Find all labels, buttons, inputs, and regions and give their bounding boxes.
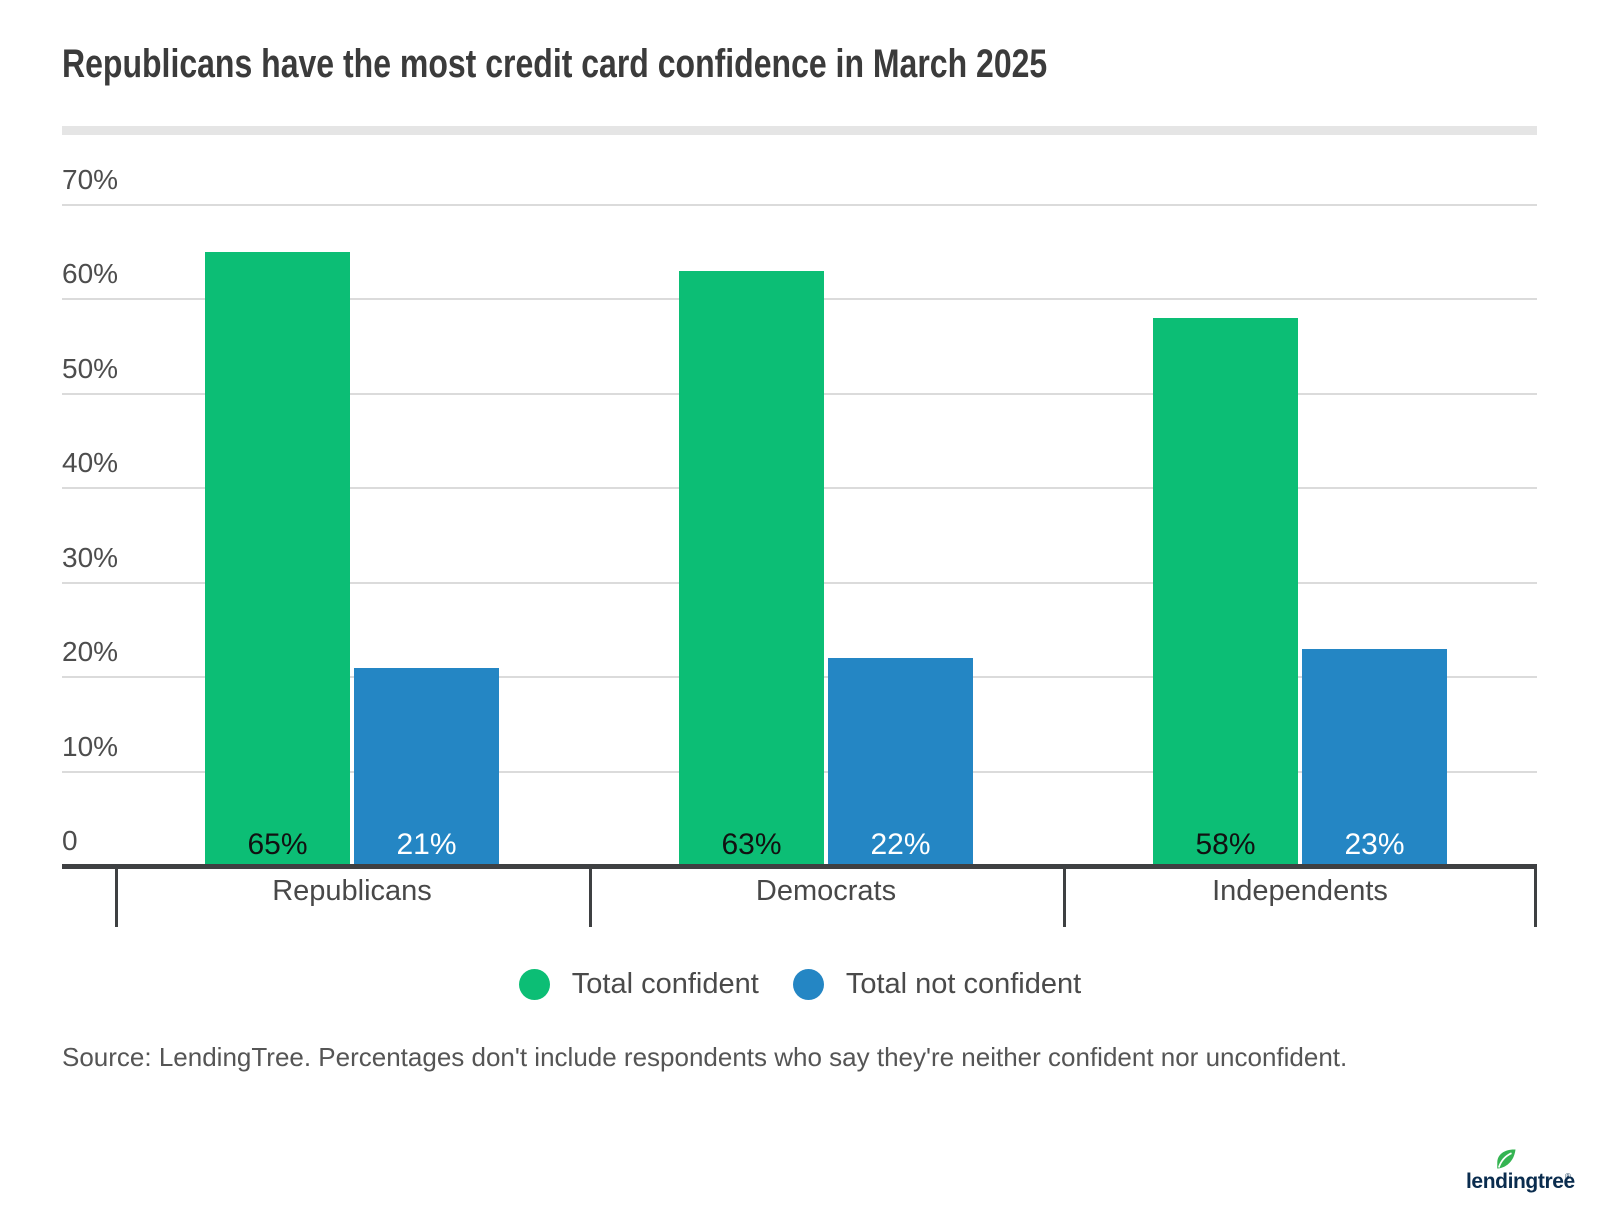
chart-legend: Total confident Total not confident <box>0 968 1600 1001</box>
axis-tick-3 <box>1534 864 1537 927</box>
y-axis-label-40: 40% <box>62 447 119 478</box>
value-label-republicans-total-confident: 65% <box>247 828 308 861</box>
y-axis-label-70: 70% <box>62 164 119 195</box>
legend-label-total-confident: Total confident <box>571 968 759 1000</box>
legend-label-total-not-confident: Total not confident <box>845 968 1082 1000</box>
legend-item-total-not-confident: Total not confident <box>792 968 1082 1001</box>
legend-swatch-total-not-confident <box>792 969 824 1000</box>
y-axis-label-60: 60% <box>62 258 119 289</box>
title-divider <box>62 126 1537 135</box>
value-label-democrats-total-confident: 63% <box>721 828 782 861</box>
source-note: Source: LendingTree. Percentages don't i… <box>62 1042 1348 1072</box>
chart-title: Republicans have the most credit card co… <box>62 42 1048 86</box>
x-axis-line <box>62 864 1537 869</box>
registered-mark: ® <box>1565 1172 1571 1181</box>
y-axis-label-50: 50% <box>62 353 119 384</box>
axis-tick-1 <box>589 864 592 927</box>
category-label-democrats: Democrats <box>755 875 897 907</box>
value-label-independents-total-confident: 58% <box>1195 828 1256 861</box>
bar-total-not-confident-republicans: 21% <box>354 668 499 866</box>
category-label-independents: Independents <box>1212 875 1388 907</box>
bar-total-not-confident-democrats: 22% <box>828 658 973 866</box>
category-label-republicans: Republicans <box>272 875 432 907</box>
bar-total-confident-republicans: 65% <box>205 252 350 866</box>
axis-tick-2 <box>1063 864 1066 927</box>
bar-chart-plot-area: 0 10% 20% 30% 40% 50% 60% 70% 65% 63% 58% 21% 22% 23%… <box>62 164 1537 927</box>
legend-item-total-confident: Total confident <box>518 968 759 1001</box>
bar-total-confident-independents: 58% <box>1153 318 1298 866</box>
lendingtree-logo: lendingtree ® <box>1464 1148 1584 1204</box>
logo-text: lendingtree <box>1466 1170 1575 1193</box>
y-axis-label-0: 0 <box>62 825 78 856</box>
value-label-republicans-total-not-confident: 21% <box>396 828 457 861</box>
axis-tick-0 <box>115 864 118 927</box>
y-axis-label-20: 20% <box>62 636 119 667</box>
y-axis-label-30: 30% <box>62 542 119 573</box>
gridline-70 <box>62 204 1537 206</box>
bar-total-not-confident-independents: 23% <box>1302 649 1447 866</box>
y-axis-label-10: 10% <box>62 731 119 762</box>
value-label-independents-total-not-confident: 23% <box>1344 828 1405 861</box>
value-label-democrats-total-not-confident: 22% <box>870 828 931 861</box>
bar-total-confident-democrats: 63% <box>679 271 824 866</box>
leaf-icon <box>1497 1149 1516 1169</box>
legend-swatch-total-confident <box>518 969 550 1000</box>
